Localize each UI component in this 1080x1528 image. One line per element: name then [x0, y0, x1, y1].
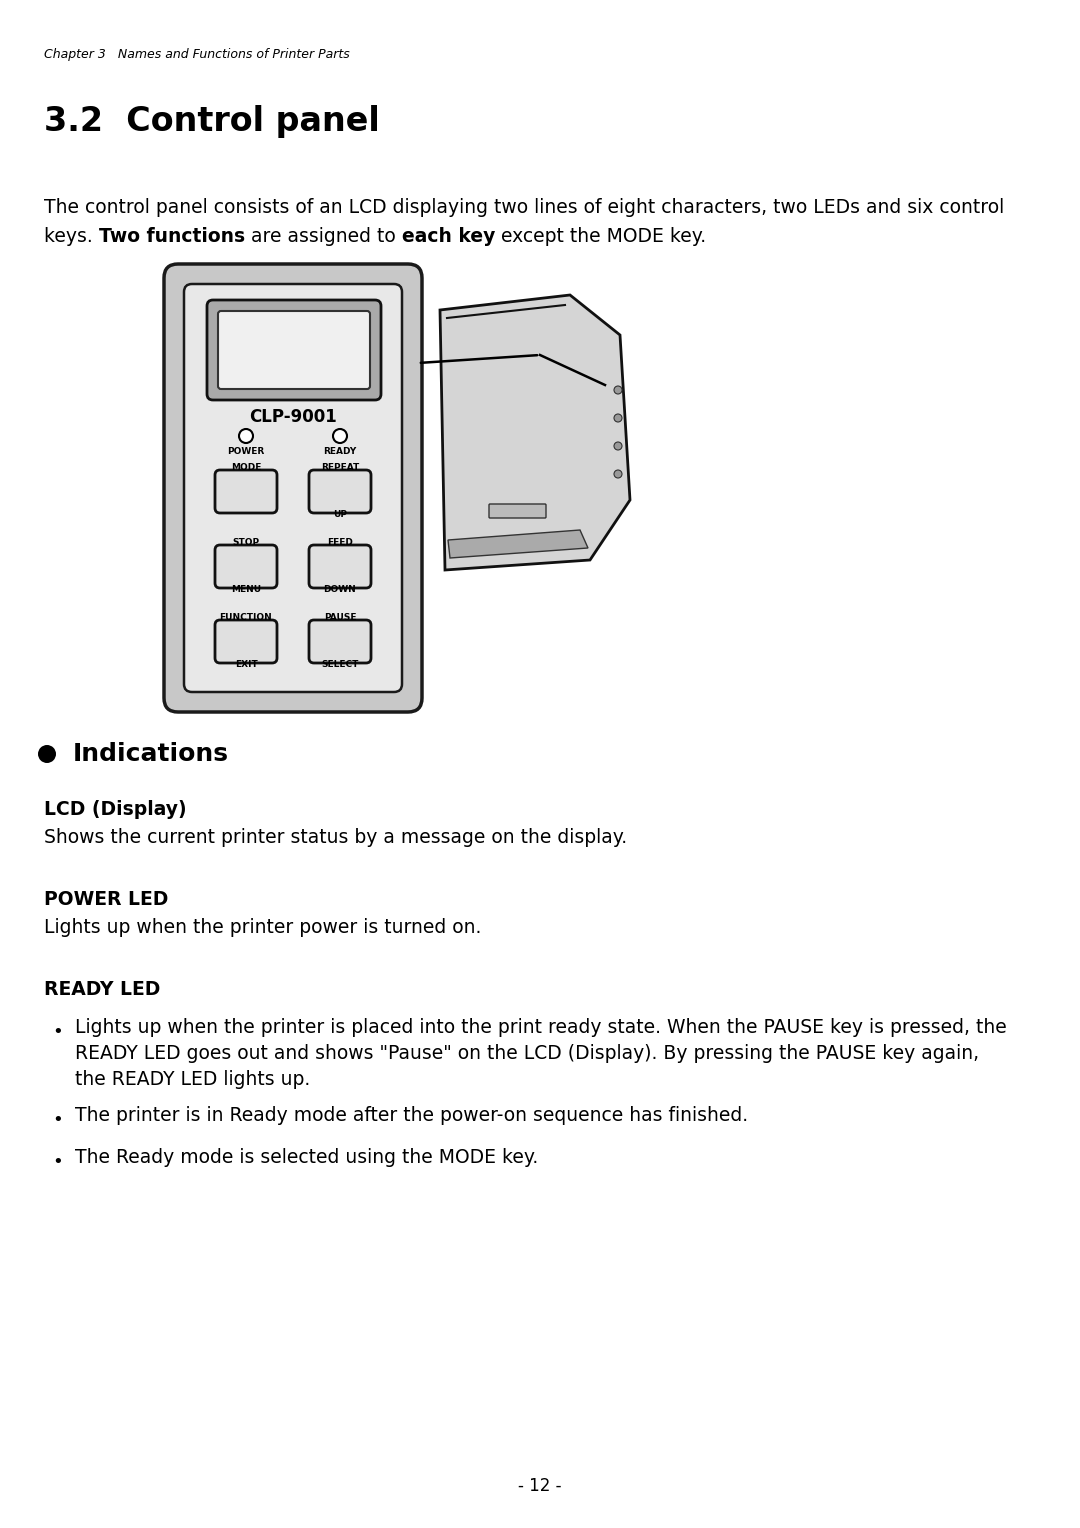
FancyBboxPatch shape [215, 620, 276, 663]
Text: FUNCTION: FUNCTION [219, 613, 272, 622]
Text: LCD (Display): LCD (Display) [44, 801, 187, 819]
Circle shape [615, 471, 622, 478]
FancyBboxPatch shape [309, 471, 372, 513]
Text: Two functions: Two functions [98, 228, 245, 246]
Text: Lights up when the printer is placed into the print ready state. When the PAUSE : Lights up when the printer is placed int… [75, 1018, 1007, 1038]
Text: CLP-9001: CLP-9001 [249, 408, 337, 426]
Circle shape [239, 429, 253, 443]
Text: READY: READY [323, 448, 356, 455]
FancyBboxPatch shape [184, 284, 402, 692]
Circle shape [615, 414, 622, 422]
Text: •: • [52, 1111, 63, 1129]
Text: except the MODE key.: except the MODE key. [495, 228, 706, 246]
FancyBboxPatch shape [218, 312, 370, 390]
Text: REPEAT: REPEAT [321, 463, 360, 472]
Text: each key: each key [402, 228, 495, 246]
Text: Shows the current printer status by a message on the display.: Shows the current printer status by a me… [44, 828, 627, 847]
Text: DOWN: DOWN [324, 585, 356, 594]
Text: FEED: FEED [327, 538, 353, 547]
FancyBboxPatch shape [207, 299, 381, 400]
Text: STOP: STOP [232, 538, 259, 547]
Text: Lights up when the printer power is turned on.: Lights up when the printer power is turn… [44, 918, 482, 937]
Text: Chapter 3   Names and Functions of Printer Parts: Chapter 3 Names and Functions of Printer… [44, 47, 350, 61]
Text: The printer is in Ready mode after the power-on sequence has finished.: The printer is in Ready mode after the p… [75, 1106, 748, 1125]
Text: The control panel consists of an LCD displaying two lines of eight characters, t: The control panel consists of an LCD dis… [44, 199, 1004, 217]
Text: READY LED goes out and shows "Pause" on the LCD (Display). By pressing the PAUSE: READY LED goes out and shows "Pause" on … [75, 1044, 980, 1063]
Text: UP: UP [333, 510, 347, 520]
Text: MENU: MENU [231, 585, 261, 594]
Text: •: • [52, 1154, 63, 1170]
Text: Indications: Indications [73, 743, 229, 766]
Text: The Ready mode is selected using the MODE key.: The Ready mode is selected using the MOD… [75, 1148, 538, 1167]
Text: •: • [52, 1024, 63, 1041]
FancyBboxPatch shape [309, 620, 372, 663]
Text: EXIT: EXIT [234, 660, 257, 669]
Text: SELECT: SELECT [322, 660, 359, 669]
Polygon shape [448, 530, 588, 558]
Text: the READY LED lights up.: the READY LED lights up. [75, 1070, 310, 1089]
Text: keys.: keys. [44, 228, 98, 246]
Circle shape [615, 387, 622, 394]
Text: POWER: POWER [228, 448, 265, 455]
Text: POWER LED: POWER LED [44, 889, 168, 909]
Circle shape [38, 746, 56, 762]
Circle shape [615, 442, 622, 451]
Text: are assigned to: are assigned to [245, 228, 402, 246]
Text: MODE: MODE [231, 463, 261, 472]
Text: READY LED: READY LED [44, 979, 160, 999]
Circle shape [333, 429, 347, 443]
Text: 3.2  Control panel: 3.2 Control panel [44, 105, 380, 138]
FancyBboxPatch shape [309, 545, 372, 588]
FancyBboxPatch shape [489, 504, 546, 518]
FancyBboxPatch shape [215, 471, 276, 513]
FancyBboxPatch shape [215, 545, 276, 588]
Polygon shape [440, 295, 630, 570]
Text: PAUSE: PAUSE [324, 613, 356, 622]
Text: - 12 -: - 12 - [518, 1478, 562, 1494]
FancyBboxPatch shape [164, 264, 422, 712]
